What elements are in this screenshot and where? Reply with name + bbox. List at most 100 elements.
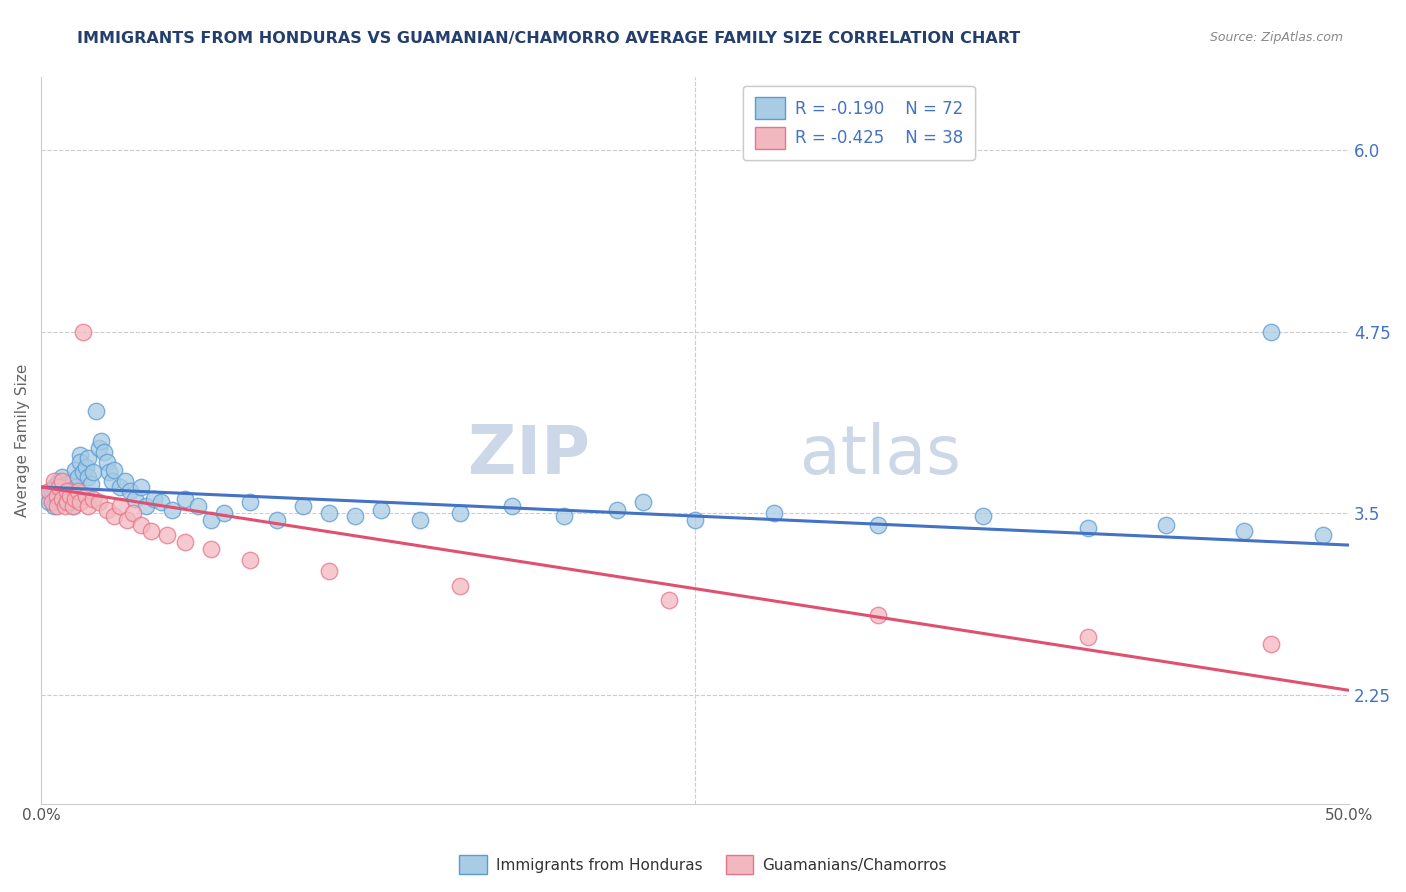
Point — [120, 484, 142, 499]
Legend: R = -0.190    N = 72, R = -0.425    N = 38: R = -0.190 N = 72, R = -0.425 N = 38 — [742, 86, 974, 161]
Point — [103, 462, 125, 476]
Point — [187, 499, 209, 513]
Point — [1076, 630, 1098, 644]
Point — [1233, 524, 1256, 538]
Point — [1260, 325, 1282, 339]
Point — [868, 607, 890, 622]
Point — [344, 509, 367, 524]
Point — [51, 491, 73, 506]
Point — [100, 474, 122, 488]
Point — [239, 552, 262, 566]
Point — [318, 506, 340, 520]
Point — [56, 494, 79, 508]
Point — [48, 480, 70, 494]
Point — [87, 494, 110, 508]
Point — [63, 491, 86, 506]
Point — [35, 489, 58, 503]
Point — [762, 506, 785, 520]
Point — [62, 499, 84, 513]
Text: atlas: atlas — [800, 422, 960, 488]
Point — [45, 477, 67, 491]
Point — [212, 506, 235, 520]
Point — [449, 579, 471, 593]
Point — [150, 494, 173, 508]
Point — [160, 503, 183, 517]
Point — [318, 564, 340, 578]
Point — [108, 480, 131, 494]
Point — [41, 484, 63, 499]
Point — [45, 489, 67, 503]
Point — [62, 474, 84, 488]
Point — [174, 535, 197, 549]
Point — [72, 325, 94, 339]
Point — [38, 494, 60, 508]
Point — [84, 404, 107, 418]
Y-axis label: Average Family Size: Average Family Size — [15, 364, 30, 517]
Point — [80, 477, 103, 491]
Point — [135, 499, 157, 513]
Point — [631, 494, 654, 508]
Point — [1312, 528, 1334, 542]
Point — [45, 499, 67, 513]
Point — [683, 513, 706, 527]
Point — [156, 528, 179, 542]
Point — [96, 503, 118, 517]
Point — [90, 434, 112, 448]
Point — [96, 455, 118, 469]
Point — [103, 509, 125, 524]
Point — [553, 509, 575, 524]
Point — [53, 480, 76, 494]
Point — [129, 517, 152, 532]
Point — [87, 441, 110, 455]
Point — [124, 491, 146, 506]
Point — [48, 484, 70, 499]
Point — [82, 491, 104, 506]
Point — [1154, 517, 1177, 532]
Point — [606, 503, 628, 517]
Point — [117, 513, 139, 527]
Point — [63, 480, 86, 494]
Text: IMMIGRANTS FROM HONDURAS VS GUAMANIAN/CHAMORRO AVERAGE FAMILY SIZE CORRELATION C: IMMIGRANTS FROM HONDURAS VS GUAMANIAN/CH… — [77, 31, 1021, 46]
Point — [59, 489, 82, 503]
Point — [77, 450, 100, 465]
Point — [108, 499, 131, 513]
Point — [72, 466, 94, 480]
Point — [51, 494, 73, 508]
Point — [142, 491, 165, 506]
Point — [44, 474, 66, 488]
Point — [370, 503, 392, 517]
Point — [868, 517, 890, 532]
Point — [62, 499, 84, 513]
Point — [51, 474, 73, 488]
Point — [66, 484, 89, 499]
Point — [77, 470, 100, 484]
Point — [53, 491, 76, 506]
Text: ZIP: ZIP — [468, 422, 591, 488]
Legend: Immigrants from Honduras, Guamanians/Chamorros: Immigrants from Honduras, Guamanians/Cha… — [453, 849, 953, 880]
Point — [1076, 521, 1098, 535]
Point — [1260, 637, 1282, 651]
Point — [121, 506, 143, 520]
Point — [38, 484, 60, 499]
Point — [75, 459, 97, 474]
Point — [75, 489, 97, 503]
Point — [98, 466, 121, 480]
Point — [51, 470, 73, 484]
Point — [409, 513, 432, 527]
Point — [69, 455, 91, 469]
Point — [174, 491, 197, 506]
Point — [44, 480, 66, 494]
Point — [501, 499, 523, 513]
Point — [56, 484, 79, 499]
Text: Source: ZipAtlas.com: Source: ZipAtlas.com — [1209, 31, 1343, 45]
Point — [53, 499, 76, 513]
Point — [239, 494, 262, 508]
Point — [63, 462, 86, 476]
Point — [114, 474, 136, 488]
Point — [129, 480, 152, 494]
Point — [266, 513, 288, 527]
Point — [45, 491, 67, 506]
Point — [291, 499, 314, 513]
Point — [658, 593, 681, 607]
Point — [69, 494, 91, 508]
